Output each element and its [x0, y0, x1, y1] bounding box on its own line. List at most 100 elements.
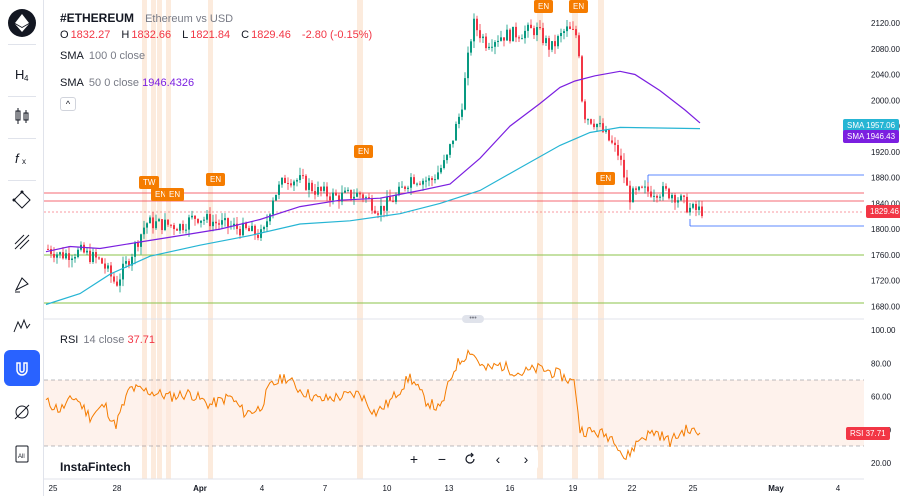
- candle-body: [548, 38, 550, 50]
- candle-body: [299, 175, 301, 181]
- price-tick-label: 1880.00: [871, 174, 900, 183]
- candle-body: [467, 52, 469, 79]
- symbol-name[interactable]: #ETHEREUM: [60, 11, 135, 25]
- price-tick-label: 2040.00: [871, 71, 900, 80]
- rsi-badge-label: RSI: [850, 429, 864, 438]
- time-tick-label: 4: [260, 484, 265, 493]
- candle-body: [572, 28, 574, 30]
- symbol-header: #ETHEREUM Ethereum vs USD: [60, 11, 233, 25]
- candle-body: [689, 207, 691, 213]
- rsi-badge: RSI 37.71: [846, 427, 890, 440]
- candle-body: [110, 265, 112, 277]
- candle-body: [692, 203, 694, 208]
- candle-body: [509, 29, 511, 42]
- sma-50-legend[interactable]: SMA 50 0 close 1946.4326: [60, 77, 194, 89]
- hide-icon[interactable]: [4, 394, 40, 430]
- candle-body: [458, 116, 460, 124]
- time-tick-label: May: [768, 484, 784, 493]
- candle-body: [47, 248, 49, 250]
- rsi-legend[interactable]: RSI 14 close 37.71: [60, 334, 155, 346]
- reset-icon[interactable]: [458, 448, 482, 470]
- candle-body: [239, 228, 241, 236]
- candle-body: [191, 215, 193, 218]
- rsi-tick-label: 60.00: [871, 393, 892, 402]
- time-tick-label: 19: [569, 484, 578, 493]
- candle-body: [332, 192, 334, 201]
- sma-50-name: SMA: [60, 77, 84, 89]
- candle-body: [485, 36, 487, 49]
- highlight-column: [157, 0, 162, 479]
- rsi-tick-label: 100.00: [871, 326, 896, 335]
- price-axis: 2120.002080.002040.002000.001960.001920.…: [871, 19, 900, 311]
- candle-body: [476, 18, 478, 31]
- ohlc-values: O 1832.27 H 1832.66 L 1821.84 C 1829.46 -2.8…: [60, 29, 372, 41]
- candle-body: [233, 223, 235, 226]
- candle-body: [674, 194, 676, 203]
- zoom-in-icon[interactable]: +: [402, 448, 426, 470]
- candle-body: [362, 194, 364, 199]
- last-price-badge: 1829.46: [866, 205, 900, 218]
- pane-splitter[interactable]: •••: [462, 315, 484, 323]
- highlight-column: [142, 0, 147, 479]
- candle-body: [149, 217, 151, 224]
- sma-100-name: SMA: [60, 50, 84, 62]
- candle-body: [188, 217, 190, 230]
- patterns-icon[interactable]: [4, 308, 40, 344]
- highlight-column: [166, 0, 171, 479]
- candle-body: [155, 221, 157, 229]
- magnet-icon[interactable]: [4, 350, 40, 386]
- candle-body: [380, 205, 382, 215]
- candle-body: [176, 229, 178, 231]
- candle-body: [389, 196, 391, 201]
- chevron-up-icon[interactable]: ^: [60, 97, 76, 111]
- candle-body: [593, 123, 595, 128]
- candle-body: [503, 37, 505, 41]
- svg-text:f: f: [15, 151, 20, 166]
- calculator-icon[interactable]: All: [4, 436, 40, 472]
- sma-100-legend[interactable]: SMA 100 0 close: [60, 50, 145, 62]
- ethereum-logo-icon[interactable]: [8, 9, 36, 37]
- candle-body: [248, 228, 250, 232]
- scroll-right-icon[interactable]: ›: [514, 448, 538, 470]
- price-tick-label: 2120.00: [871, 19, 900, 28]
- scroll-left-icon[interactable]: ‹: [486, 448, 510, 470]
- candle-body: [671, 194, 673, 199]
- sma-100-params: 100 0 close: [88, 50, 146, 62]
- open-value: 1832.27: [70, 29, 111, 41]
- en-marker: EN: [165, 188, 185, 201]
- candles-icon[interactable]: [4, 98, 40, 134]
- candle-body: [518, 37, 520, 39]
- open-label: O: [60, 29, 69, 41]
- candle-body: [392, 200, 394, 202]
- candle-body: [137, 242, 139, 247]
- candle-body: [545, 38, 547, 44]
- candle-body: [524, 30, 526, 39]
- brush-icon[interactable]: [4, 266, 40, 302]
- candle-body: [170, 224, 172, 226]
- price-tick-label: 2080.00: [871, 45, 900, 54]
- candle-body: [455, 123, 457, 141]
- candle-body: [500, 37, 502, 41]
- candle-body: [506, 29, 508, 41]
- candle-body: [623, 159, 625, 178]
- zoom-out-icon[interactable]: −: [430, 448, 454, 470]
- high-value: 1832.66: [131, 29, 172, 41]
- candle-body: [569, 26, 571, 29]
- candle-body: [275, 194, 277, 201]
- candle-body: [695, 203, 697, 210]
- candle-body: [77, 249, 79, 258]
- candle-body: [269, 214, 271, 222]
- candle-body: [251, 225, 253, 232]
- candle-body: [221, 220, 223, 225]
- candle-body: [377, 213, 379, 215]
- candle-body: [305, 175, 307, 190]
- fib-tools-icon[interactable]: [4, 224, 40, 260]
- candle-body: [494, 42, 496, 47]
- candle-body: [533, 28, 535, 36]
- candle-body: [224, 218, 226, 221]
- drawing-tools-icon[interactable]: [4, 182, 40, 218]
- candle-body: [143, 227, 145, 235]
